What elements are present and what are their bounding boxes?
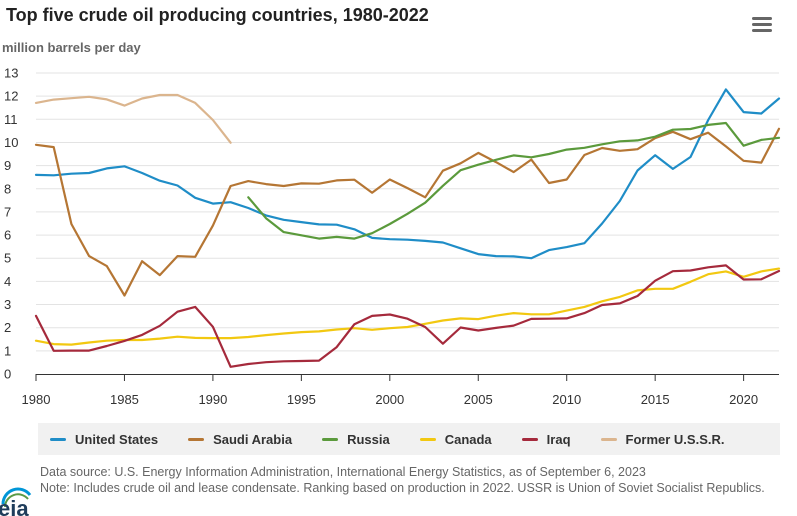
y-tick-label: 6 — [4, 228, 11, 243]
legend-swatch — [188, 437, 205, 441]
legend-label: Canada — [444, 431, 492, 447]
x-tick-label: 2015 — [641, 392, 670, 407]
x-tick-label: 2020 — [729, 392, 758, 407]
legend-swatch — [521, 437, 538, 441]
hamburger-menu-icon — [752, 17, 772, 20]
series-lines — [34, 88, 781, 368]
y-tick-label: 12 — [4, 89, 18, 104]
series-line-canada — [34, 267, 781, 346]
legend-label: United States — [75, 431, 159, 447]
series-line-former-u-s-s-r — [34, 93, 232, 144]
y-tick-label: 10 — [4, 135, 18, 150]
data-source-text: Data source: U.S. Energy Information Adm… — [40, 465, 646, 479]
legend-swatch — [419, 437, 436, 441]
legend-swatch — [600, 437, 617, 441]
gridlines — [36, 72, 779, 352]
chart-title: Top five crude oil producing countries, … — [6, 5, 429, 25]
legend-item-canada[interactable]: Canada — [419, 431, 492, 447]
y-tick-label: 0 — [4, 367, 11, 382]
y-tick-label: 7 — [4, 204, 11, 219]
y-tick-label: 1 — [4, 343, 11, 358]
legend-item-saudi-arabia[interactable]: Saudi Arabia — [188, 432, 292, 447]
y-tick-label: 2 — [4, 320, 11, 335]
legend-label: Saudi Arabia — [213, 431, 293, 447]
legend-item-united-states[interactable]: United States — [50, 432, 158, 447]
legend-label: Former U.S.S.R. — [625, 431, 725, 447]
eia-logo: eia — [0, 487, 32, 516]
eia-logo-text: eia — [0, 496, 29, 516]
hamburger-menu-bar-bottom — [752, 29, 772, 32]
series-line-united-states — [34, 88, 781, 260]
y-tick-label: 3 — [4, 297, 11, 312]
hamburger-menu-bar-middle — [752, 23, 772, 26]
x-tick-label: 1990 — [198, 392, 227, 407]
series-line-iraq — [34, 264, 781, 368]
x-tick-label: 1980 — [22, 392, 51, 407]
x-tick-label: 1985 — [110, 392, 139, 407]
legend-label: Russia — [347, 431, 390, 447]
legend-item-former-u-s-s-r[interactable]: Former U.S.S.R. — [600, 431, 725, 447]
legend-label: Iraq — [546, 431, 571, 447]
legend-swatch — [322, 437, 339, 441]
legend-item-iraq[interactable]: Iraq — [521, 431, 571, 447]
y-tick-label: 11 — [4, 112, 18, 127]
y-tick-label: 4 — [4, 274, 11, 289]
y-tick-label: 5 — [4, 251, 11, 266]
chart-menu-button[interactable] — [750, 14, 774, 36]
series-line-russia — [247, 121, 781, 240]
x-tick-label: 2000 — [375, 392, 404, 407]
x-tick-label: 2010 — [552, 392, 581, 407]
y-tick-label: 8 — [4, 181, 11, 196]
legend-swatch — [50, 437, 66, 441]
legend-item-russia[interactable]: Russia — [322, 432, 390, 447]
series-line-saudi-arabia — [34, 127, 781, 297]
y-tick-label: 13 — [4, 66, 18, 81]
x-tick-label: 2005 — [464, 392, 493, 407]
x-tick-label: 1995 — [287, 392, 316, 407]
y-axis-label: million barrels per day — [2, 40, 141, 55]
source-note: Data source: U.S. Energy Information Adm… — [40, 464, 780, 496]
note-text: Note: Includes crude oil and lease conde… — [40, 481, 765, 495]
y-tick-label: 9 — [4, 158, 11, 173]
chart-legend: United States Saudi Arabia Russia Canada Ira… — [38, 423, 780, 455]
